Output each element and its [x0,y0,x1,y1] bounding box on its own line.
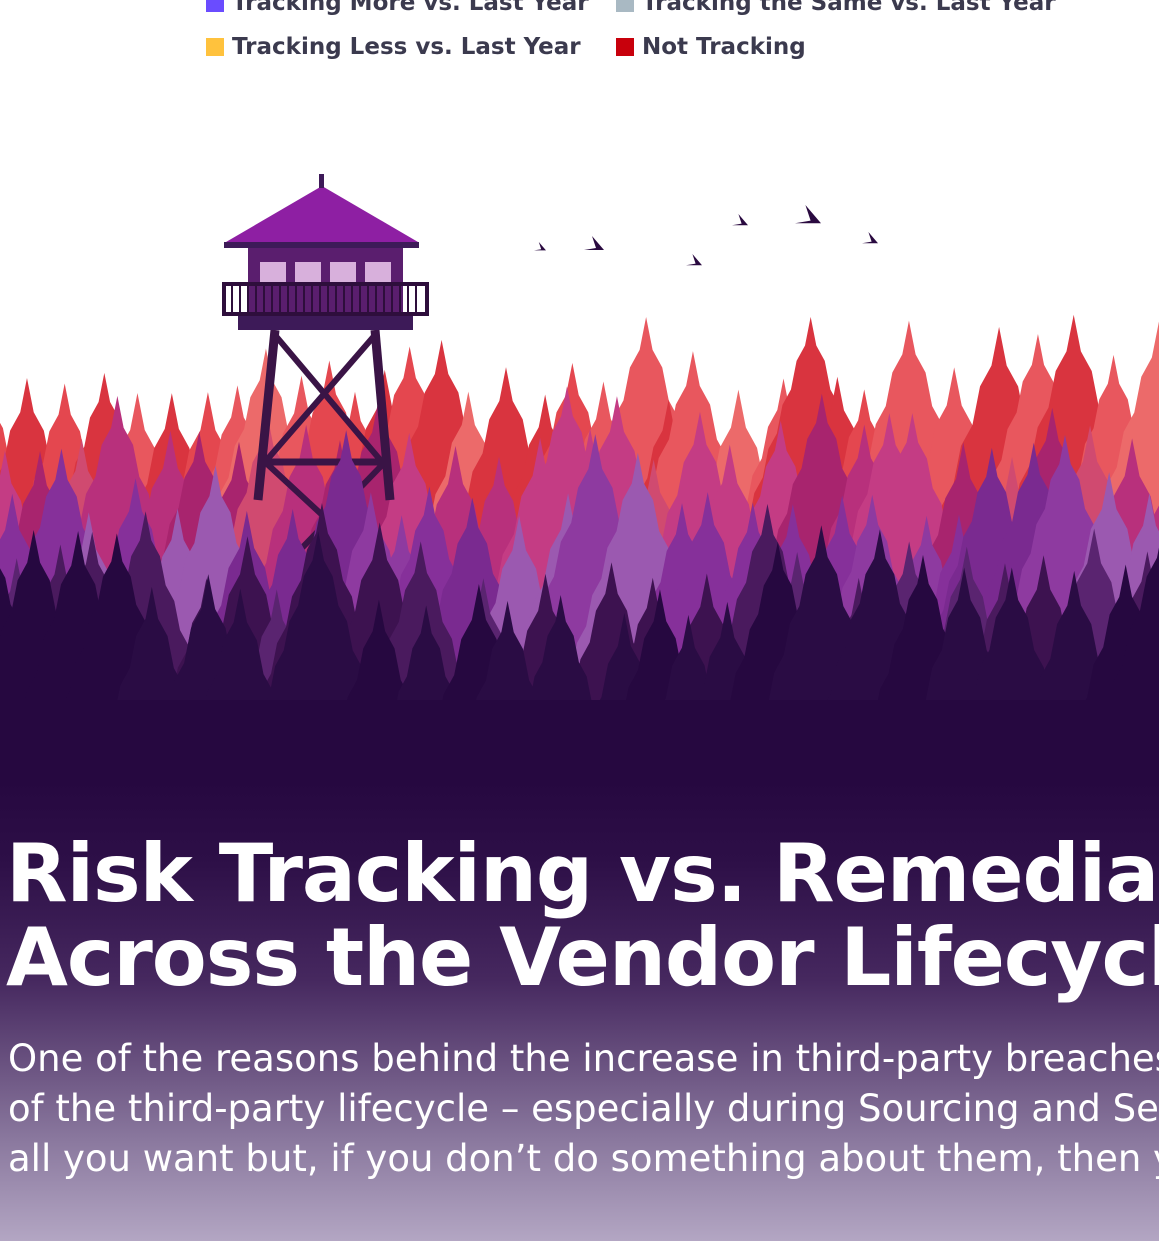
hero-intro: of the third-party lifecycle – especiall… [8,1090,1159,1127]
bird [732,214,748,225]
page: Tracking More vs. Last Year Tracking the… [0,0,1159,1241]
hero: Risk Tracking vs. Remediation Across the… [0,780,1159,1241]
legend-swatch [616,38,634,56]
tower-window [330,262,356,284]
tower-window [365,262,391,284]
tower-eave [224,242,419,248]
bird [534,242,546,250]
hero-intro: One of the reasons behind the increase i… [8,1040,1159,1077]
bird [862,232,878,243]
legend-item: Tracking the Same vs. Last Year [616,0,1056,16]
legend: Tracking More vs. Last Year Tracking the… [0,0,1159,80]
legend-item: Tracking More vs. Last Year [206,0,589,16]
bird [686,254,702,265]
hero-title: Across the Vendor Lifecycle [6,918,1159,998]
bird [795,205,821,223]
tower-window [295,262,321,284]
tower-roof [226,186,418,242]
legend-label: Tracking the Same vs. Last Year [642,0,1056,16]
legend-item: Not Tracking [616,34,806,60]
bird [584,236,604,250]
tower-window [260,262,286,284]
forest-illustration [0,160,1159,800]
legend-label: Tracking Less vs. Last Year [232,34,581,60]
legend-item: Tracking Less vs. Last Year [206,34,581,60]
legend-swatch [206,38,224,56]
legend-swatch [616,0,634,12]
hero-title: Risk Tracking vs. Remediation [6,834,1159,914]
tower-spire [319,174,324,188]
legend-swatch [206,0,224,12]
legend-label: Not Tracking [642,34,806,60]
legend-label: Tracking More vs. Last Year [232,0,589,16]
hero-intro: all you want but, if you don’t do someth… [8,1140,1159,1177]
